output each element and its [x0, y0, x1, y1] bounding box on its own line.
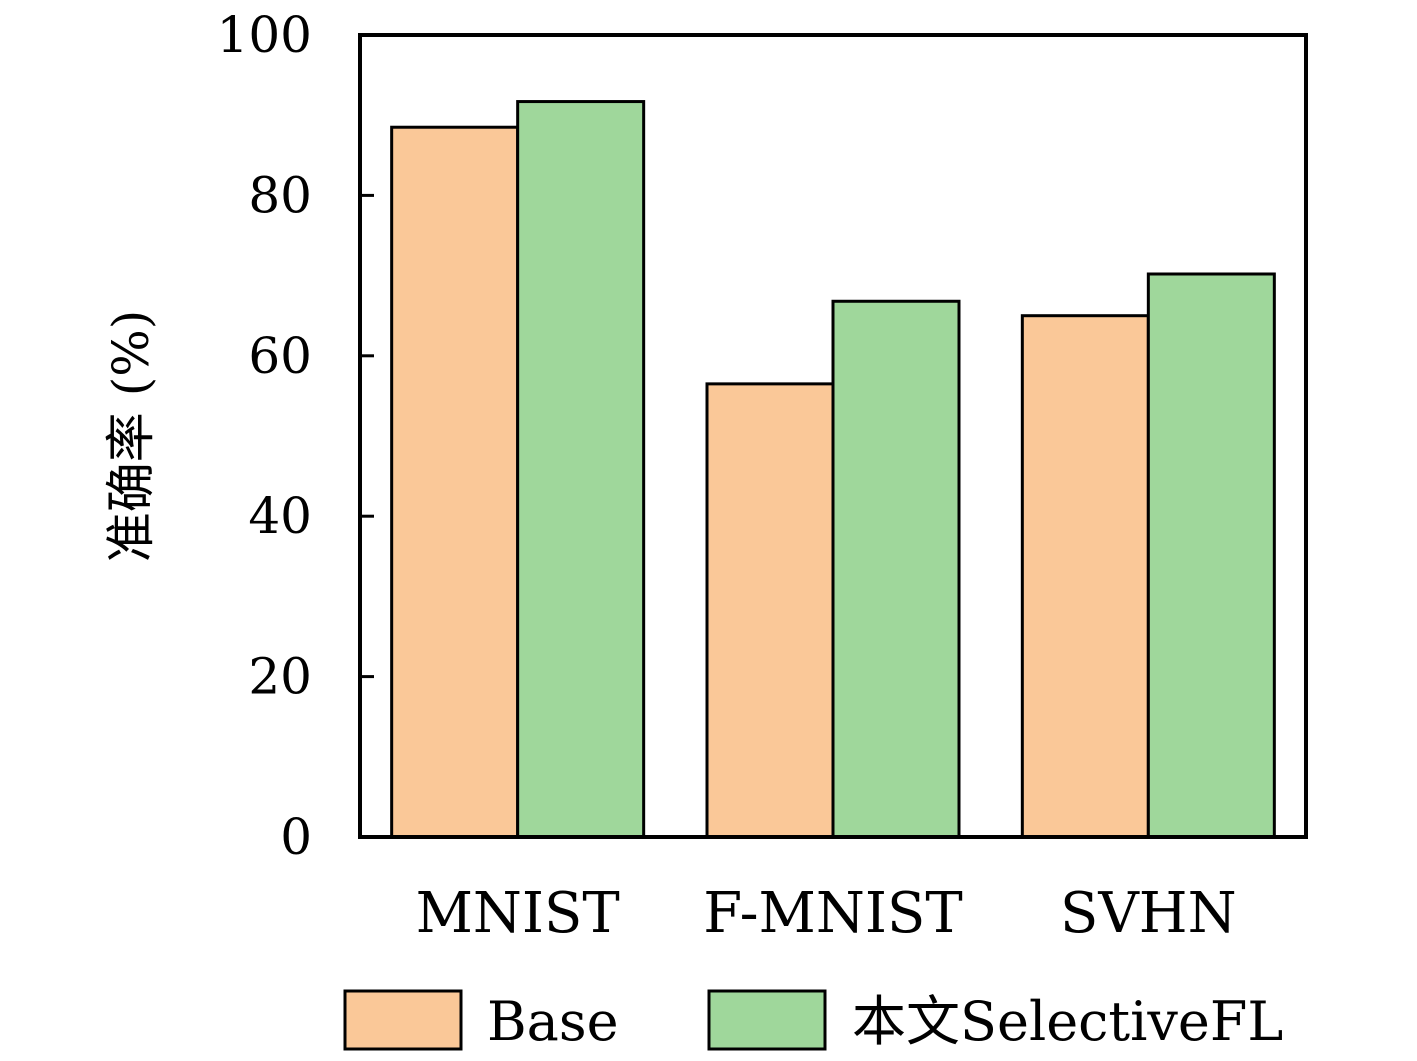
bar-0-0 [390, 125, 520, 839]
x-axis: MNIST F-MNIST SVHN [416, 881, 1237, 946]
bar-0-2 [1020, 314, 1150, 839]
y-tick-label: 20 [248, 648, 312, 706]
bar-1-0 [516, 100, 646, 839]
y-tick-label: 80 [248, 166, 312, 224]
plot-frame [358, 33, 1308, 839]
y-tick-label: 100 [217, 6, 312, 64]
x-category-label: MNIST [416, 881, 620, 946]
legend-swatch [343, 989, 463, 1051]
y-axis: 0 20 40 60 80 100 [217, 6, 374, 866]
x-category-label: SVHN [1060, 881, 1237, 946]
bar-1-1 [831, 299, 961, 839]
bars-group [390, 100, 1276, 839]
legend-label: 本文SelectiveFL [852, 990, 1283, 1053]
y-tick-label: 0 [280, 808, 312, 866]
legend: Base 本文SelectiveFL [343, 989, 1283, 1053]
y-tick-label: 60 [248, 327, 312, 385]
legend-swatch [707, 989, 827, 1051]
bar-0-1 [705, 382, 835, 839]
y-tick-label: 40 [248, 487, 312, 545]
bar-1-2 [1146, 272, 1276, 839]
y-axis-title: 准确率 (%) [102, 310, 160, 562]
legend-label: Base [487, 990, 619, 1053]
x-category-label: F-MNIST [703, 881, 962, 946]
